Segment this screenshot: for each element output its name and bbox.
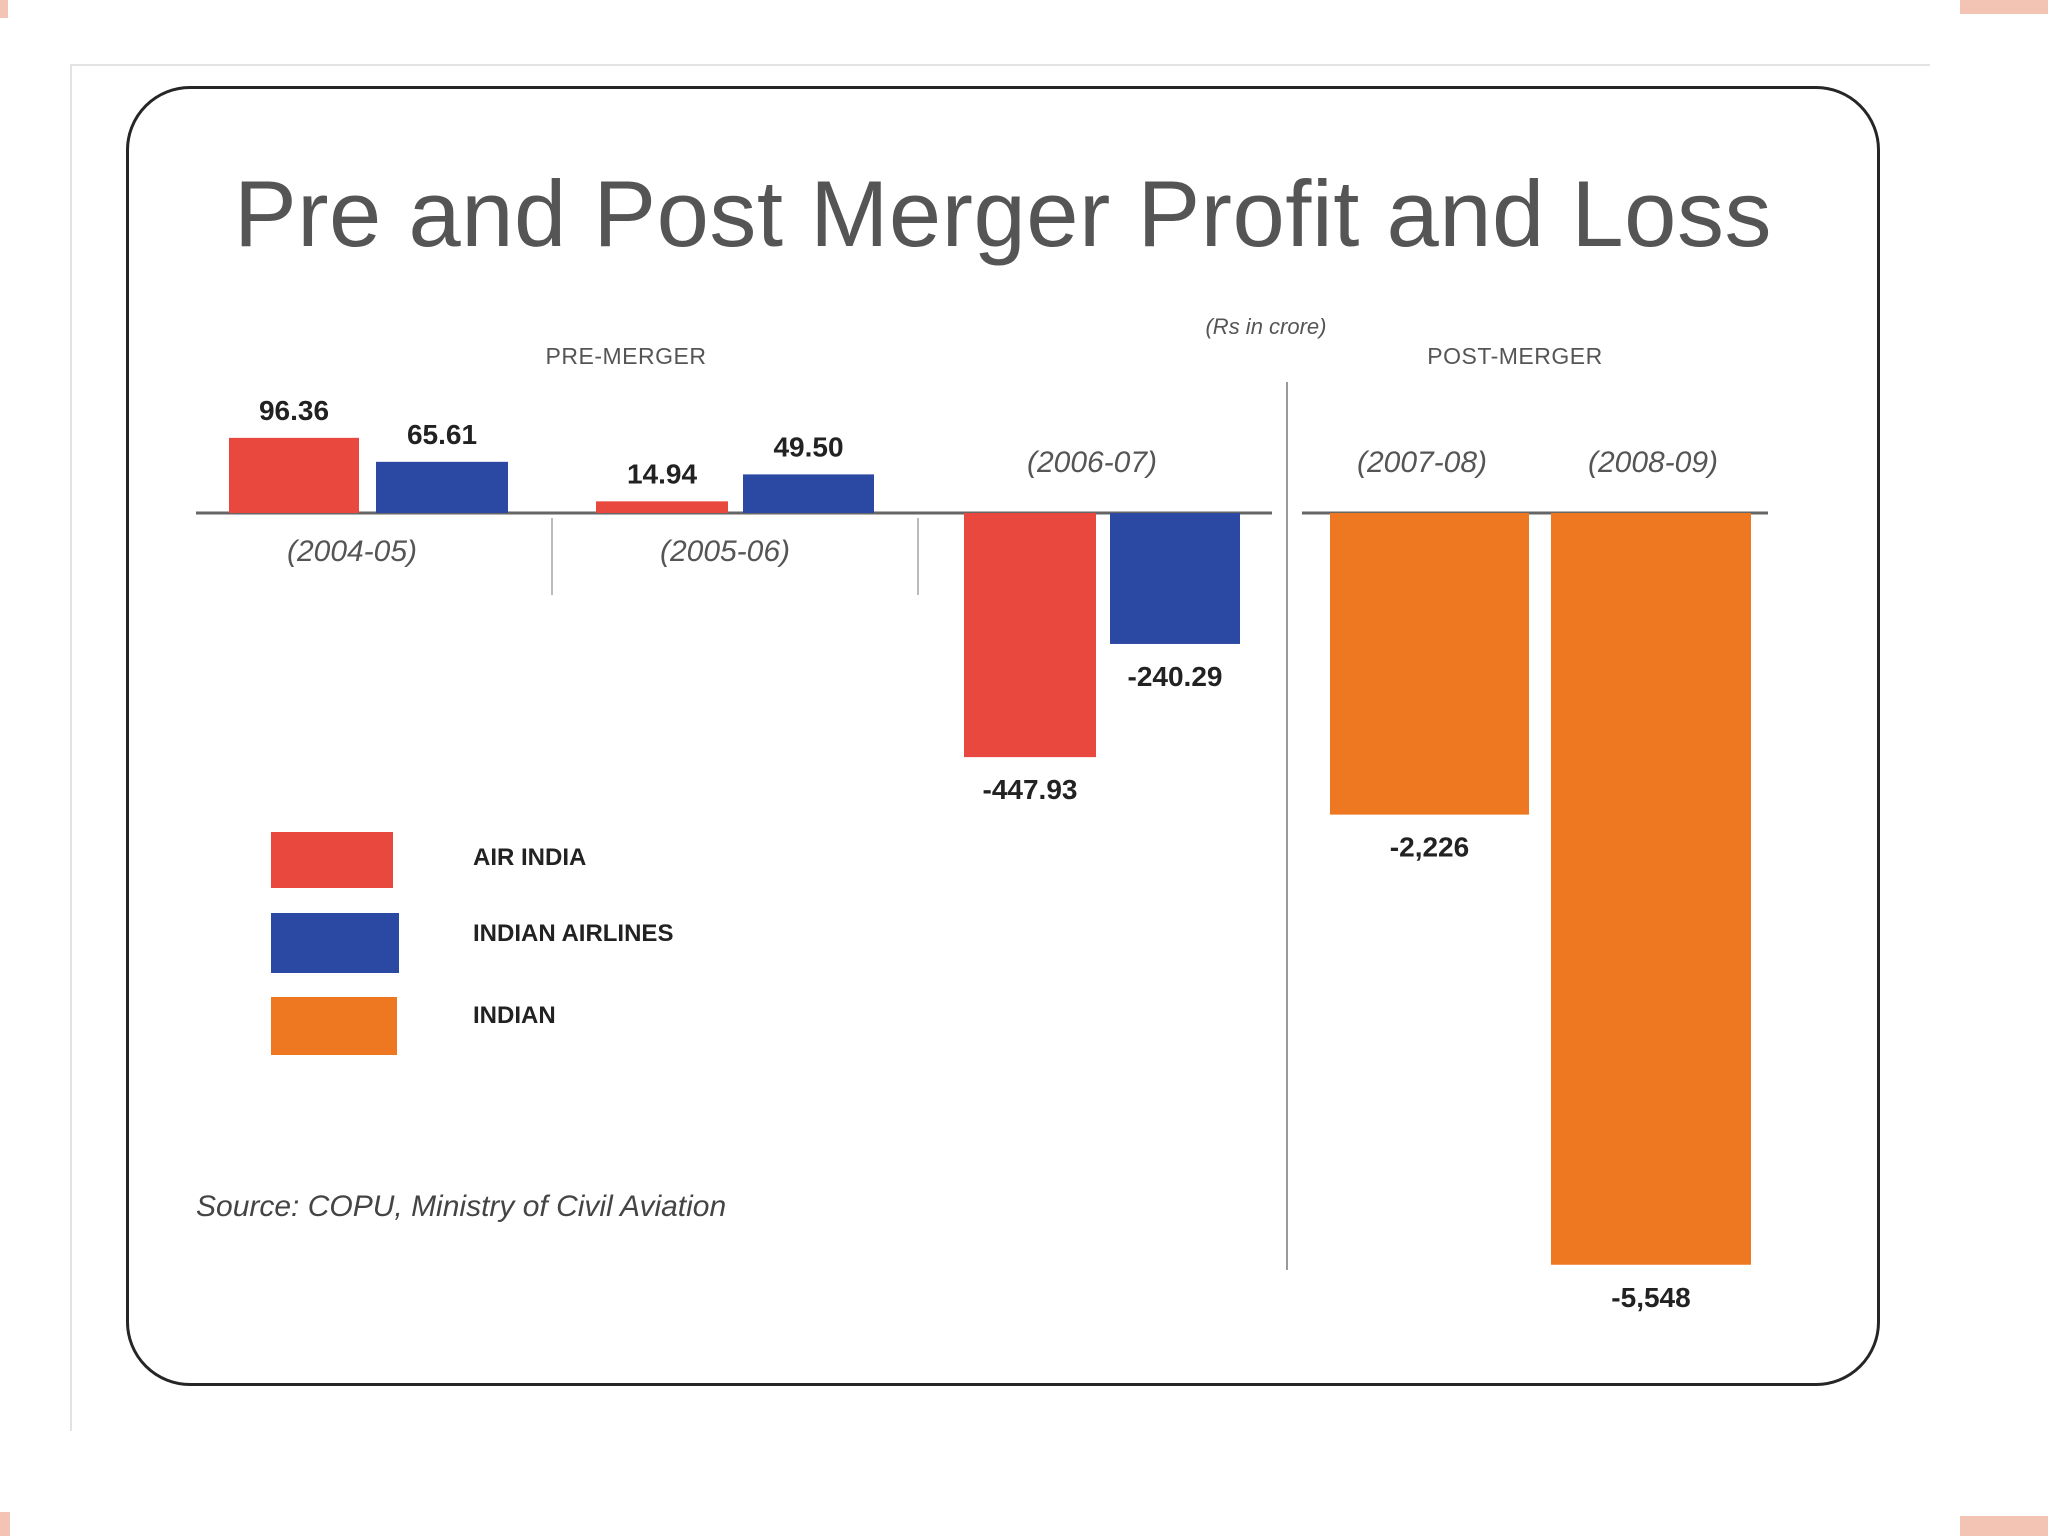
- legend-swatch-indian-airlines: [271, 913, 399, 973]
- bar-indian-airlines-2004-05: [376, 461, 508, 513]
- section-label-pre-merger: PRE-MERGER: [546, 343, 707, 369]
- bar-air-india-2006-07: [964, 513, 1096, 758]
- unit-label: (Rs in crore): [1205, 314, 1326, 339]
- bar-indian-airlines-2006-07: [1110, 513, 1240, 644]
- corner-decoration-top-right: [1960, 0, 2048, 14]
- category-label-2007-08: (2007-08): [1357, 446, 1487, 479]
- bar-indian-2007-08: [1330, 513, 1529, 815]
- data-label-indian-2008-09: -5,548: [1611, 1282, 1690, 1313]
- source-note: Source: COPU, Ministry of Civil Aviation: [196, 1190, 726, 1223]
- legend-swatch-indian: [271, 997, 397, 1055]
- corner-decoration-bottom-right: [1960, 1516, 2048, 1536]
- data-label-air-india-2004-05: 96.36: [259, 395, 329, 426]
- data-label-indian-airlines-2004-05: 65.61: [407, 419, 477, 450]
- image-frame: [70, 64, 1930, 1431]
- corner-decoration-top-left: [0, 0, 8, 18]
- legend-label-indian-airlines: INDIAN AIRLINES: [473, 920, 673, 947]
- data-label-air-india-2005-06: 14.94: [627, 458, 697, 489]
- legend-swatch-air-india: [271, 832, 393, 888]
- data-label-indian-2007-08: -2,226: [1390, 832, 1469, 863]
- bar-indian-airlines-2005-06: [743, 474, 874, 513]
- category-label-2004-05: (2004-05): [287, 535, 417, 568]
- legend-label-air-india: AIR INDIA: [473, 844, 586, 871]
- category-label-2008-09: (2008-09): [1588, 446, 1718, 479]
- category-label-2005-06: (2005-06): [660, 535, 790, 568]
- corner-decoration-bottom-left: [0, 1512, 10, 1536]
- section-label-post-merger: POST-MERGER: [1427, 343, 1602, 369]
- category-label-2006-07: (2006-07): [1027, 446, 1157, 479]
- data-label-indian-airlines-2005-06: 49.50: [773, 431, 843, 462]
- bar-indian-2008-09: [1551, 513, 1751, 1265]
- legend-label-indian: INDIAN: [473, 1002, 556, 1029]
- data-label-indian-airlines-2006-07: -240.29: [1128, 661, 1223, 692]
- chart-title: Pre and Post Merger Profit and Loss: [234, 161, 1772, 266]
- bar-air-india-2005-06: [596, 501, 728, 513]
- data-label-air-india-2006-07: -447.93: [983, 774, 1078, 805]
- bar-air-india-2004-05: [229, 437, 359, 513]
